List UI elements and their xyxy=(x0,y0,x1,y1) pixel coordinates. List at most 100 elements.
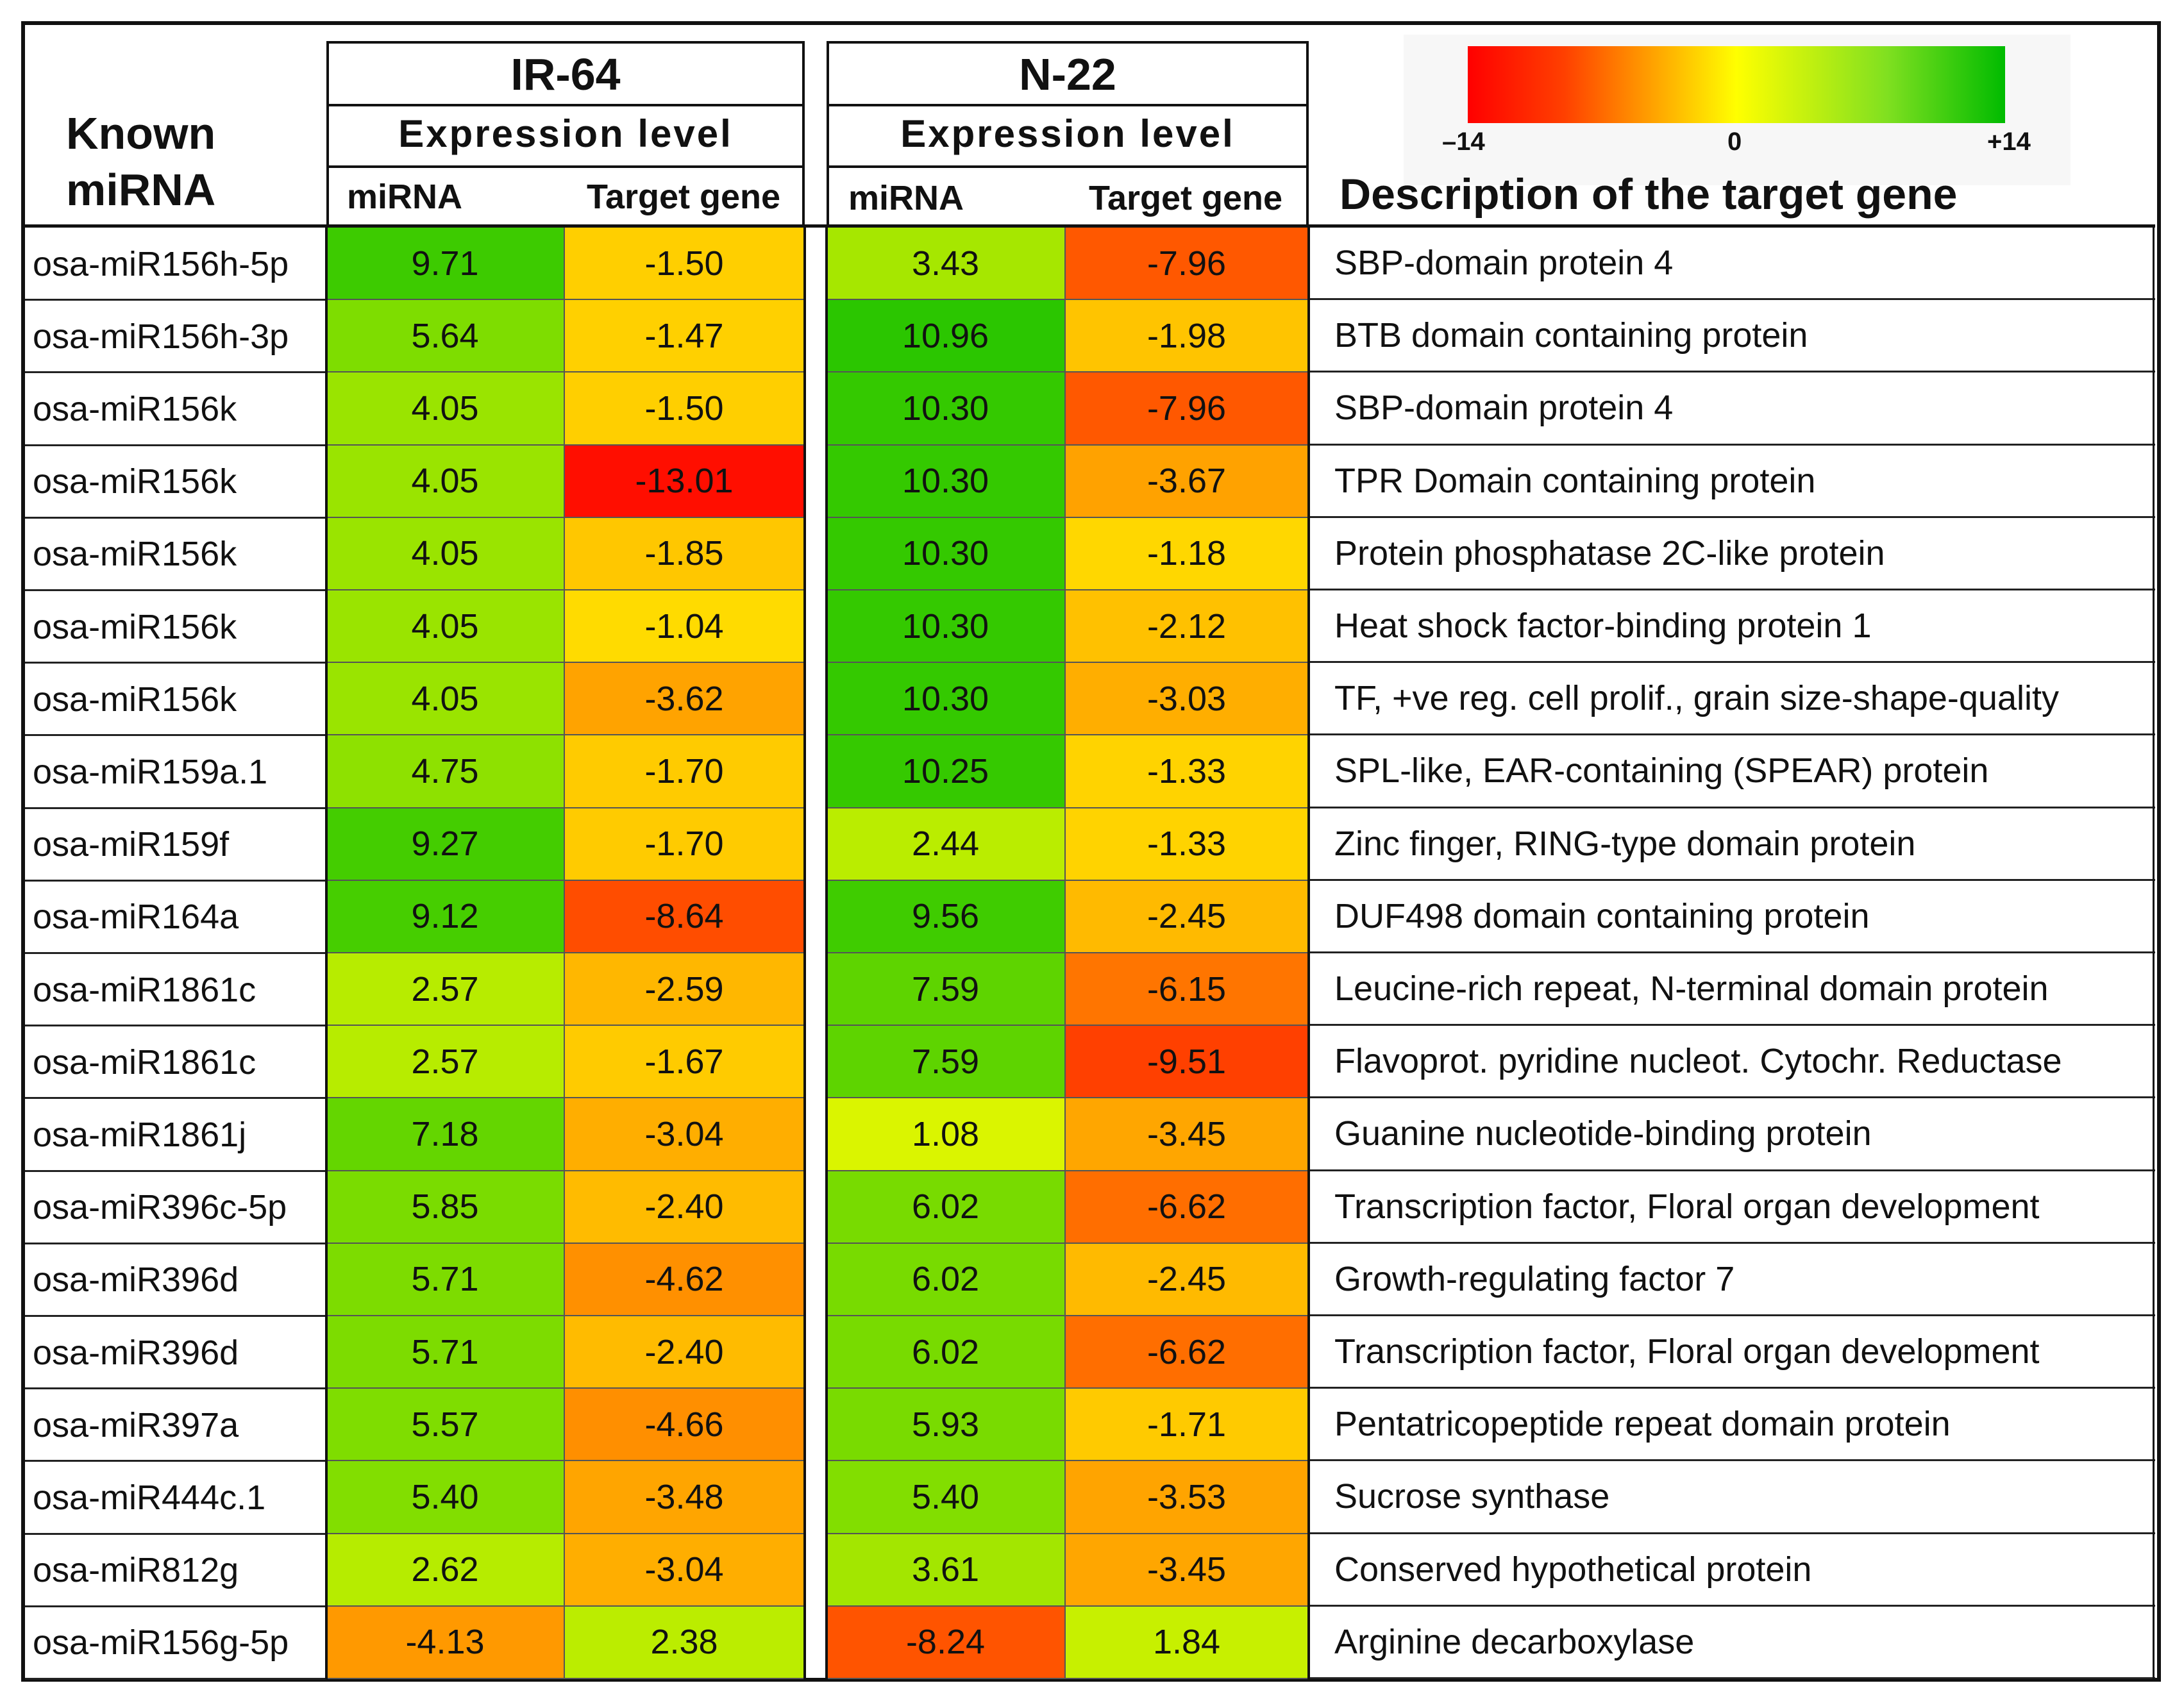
color-scale-bar xyxy=(1468,46,2005,123)
row-divider xyxy=(25,807,326,809)
target-description: BTB domain containing protein xyxy=(1309,300,2155,373)
target-description: Transcription factor, Floral organ devel… xyxy=(1309,1316,2155,1389)
row-label: osa-miR396d xyxy=(33,1333,239,1372)
heatmap-cell-ir64-target: -1.67 xyxy=(565,1026,805,1099)
row-divider xyxy=(25,516,326,519)
heatmap-cell-n22-target: -1.71 xyxy=(1066,1389,1309,1462)
heatmap-cell-ir64-target: -1.70 xyxy=(565,735,805,808)
heatmap-cell-ir64-mirna: 5.57 xyxy=(326,1389,565,1462)
target-description: Transcription factor, Floral organ devel… xyxy=(1309,1171,2155,1244)
target-description: TPR Domain containing protein xyxy=(1309,446,2155,518)
heatmap-cell-n22-mirna: 10.30 xyxy=(827,517,1066,590)
heatmap-cell-ir64-target: -1.50 xyxy=(565,228,805,301)
target-description: SBP-domain protein 4 xyxy=(1309,372,2155,446)
target-description: Leucine-rich repeat, N-terminal domain p… xyxy=(1309,953,2155,1026)
row-label: osa-miR156k xyxy=(33,462,237,501)
heatmap-cell-ir64-mirna: 5.71 xyxy=(326,1243,565,1316)
heatmap-cell-ir64-mirna: 7.18 xyxy=(326,1098,565,1171)
row-divider xyxy=(25,589,326,591)
heatmap-cell-ir64-mirna: 5.40 xyxy=(326,1461,565,1534)
figure-frame: Known miRNA IR-64 Expression level miRNA… xyxy=(21,21,2161,1682)
ir64-subtitle: Expression level xyxy=(398,112,733,155)
heatmap-cell-ir64-target: -8.64 xyxy=(565,880,805,953)
row-divider xyxy=(25,662,326,664)
heatmap-cell-ir64-mirna: 4.05 xyxy=(326,517,565,590)
row-label: osa-miR156g-5p xyxy=(33,1623,289,1662)
row-divider xyxy=(25,879,326,882)
row-label: osa-miR1861c xyxy=(33,1042,256,1082)
heatmap-cell-ir64-target: -2.59 xyxy=(565,953,805,1026)
row-divider xyxy=(25,952,326,954)
row-divider xyxy=(25,1242,326,1244)
heatmap-cell-ir64-target: 2.38 xyxy=(565,1606,805,1679)
row-label: osa-miR156k xyxy=(33,607,237,646)
description-header: Description of the target gene xyxy=(1340,170,1958,219)
heatmap-cell-n22-mirna: 6.02 xyxy=(827,1243,1066,1316)
scale-max-label: +14 xyxy=(1987,128,2031,156)
heatmap-cell-ir64-target: -4.66 xyxy=(565,1389,805,1462)
heatmap-cell-n22-mirna: 6.02 xyxy=(827,1316,1066,1389)
row-label: osa-miR397a xyxy=(33,1405,239,1444)
heatmap-cell-n22-target: -2.12 xyxy=(1066,590,1309,664)
heatmap-cell-ir64-mirna: 9.12 xyxy=(326,880,565,953)
column-divider xyxy=(825,228,828,1679)
heatmap-cell-n22-mirna: 7.59 xyxy=(827,1026,1066,1099)
heatmap-cell-n22-target: -9.51 xyxy=(1066,1026,1309,1099)
target-description: Growth-regulating factor 7 xyxy=(1309,1244,2155,1316)
n22-subtitle: Expression level xyxy=(900,112,1235,155)
target-description: SBP-domain protein 4 xyxy=(1309,228,2155,301)
heatmap-cell-ir64-target: -3.04 xyxy=(565,1098,805,1171)
heatmap-cell-ir64-mirna: 4.75 xyxy=(326,735,565,808)
heatmap-cell-n22-mirna: 10.96 xyxy=(827,300,1066,373)
heatmap-cell-n22-target: -1.33 xyxy=(1066,808,1309,881)
row-label: osa-miR396c-5p xyxy=(33,1188,287,1227)
heatmap-cell-ir64-mirna: 5.64 xyxy=(326,300,565,373)
heatmap-cell-n22-mirna: 7.59 xyxy=(827,953,1066,1026)
heatmap-cell-ir64-mirna: 4.05 xyxy=(326,663,565,736)
row-label: osa-miR1861c xyxy=(33,970,256,1009)
row-divider xyxy=(25,1532,326,1535)
heatmap-cell-ir64-mirna: 2.57 xyxy=(326,953,565,1026)
heatmap-cell-n22-mirna: 10.30 xyxy=(827,663,1066,736)
row-divider xyxy=(25,371,326,374)
row-label: osa-miR156h-5p xyxy=(33,244,289,283)
heatmap-cell-ir64-target: -4.62 xyxy=(565,1243,805,1316)
heatmap-cell-n22-target: -7.96 xyxy=(1066,228,1309,301)
heatmap-cell-ir64-target: -3.48 xyxy=(565,1461,805,1534)
heatmap-cell-ir64-mirna: -4.13 xyxy=(326,1606,565,1679)
color-scale-legend: –14 0 +14 xyxy=(1404,35,2071,185)
heatmap-cell-n22-target: -6.15 xyxy=(1066,953,1309,1026)
row-label: osa-miR156h-3p xyxy=(33,317,289,356)
target-description: Arginine decarboxylase xyxy=(1309,1607,2155,1679)
row-divider xyxy=(25,1169,326,1172)
heatmap-cell-n22-target: -1.98 xyxy=(1066,300,1309,373)
row-label: osa-miR1861j xyxy=(33,1115,247,1154)
column-divider xyxy=(325,228,328,1679)
row-divider xyxy=(25,299,326,301)
n22-title: N-22 xyxy=(1019,49,1116,99)
row-label: osa-miR159f xyxy=(33,825,230,864)
heatmap-cell-n22-target: -1.33 xyxy=(1066,735,1309,808)
n22-col-mirna: miRNA xyxy=(848,179,964,217)
heatmap-cell-n22-target: -6.62 xyxy=(1066,1316,1309,1389)
heatmap-cell-n22-mirna: 10.30 xyxy=(827,372,1066,446)
row-label: osa-miR156k xyxy=(33,680,237,719)
ir64-header: IR-64 Expression level miRNA Target gene xyxy=(326,41,805,228)
heatmap-cell-n22-target: -3.45 xyxy=(1066,1534,1309,1607)
heatmap-cell-n22-mirna: 10.30 xyxy=(827,445,1066,518)
row-label: osa-miR396d xyxy=(33,1260,239,1300)
target-description: DUF498 domain containing protein xyxy=(1309,881,2155,953)
row-label: osa-miR444c.1 xyxy=(33,1478,266,1517)
heatmap-cell-ir64-mirna: 5.85 xyxy=(326,1171,565,1244)
target-description: Guanine nucleotide-binding protein xyxy=(1309,1098,2155,1171)
heatmap-cell-n22-mirna: 10.30 xyxy=(827,590,1066,664)
target-description: Heat shock factor-binding protein 1 xyxy=(1309,590,2155,664)
heatmap-cell-n22-target: 1.84 xyxy=(1066,1606,1309,1679)
heatmap-cell-n22-mirna: 1.08 xyxy=(827,1098,1066,1171)
row-label: osa-miR156k xyxy=(33,535,237,574)
scale-mid-label: 0 xyxy=(1727,128,1742,156)
heatmap-cell-ir64-mirna: 9.71 xyxy=(326,228,565,301)
row-divider xyxy=(25,444,326,446)
row-divider xyxy=(25,1315,326,1317)
heatmap-cell-ir64-mirna: 2.62 xyxy=(326,1534,565,1607)
